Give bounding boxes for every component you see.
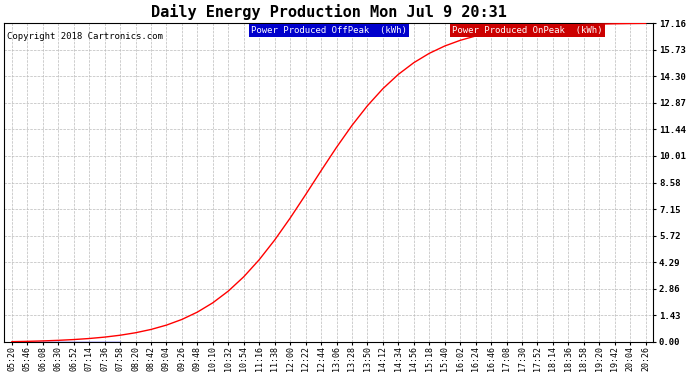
- Text: Power Produced OffPeak  (kWh): Power Produced OffPeak (kWh): [251, 26, 406, 35]
- Text: Power Produced OnPeak  (kWh): Power Produced OnPeak (kWh): [452, 26, 602, 35]
- Title: Daily Energy Production Mon Jul 9 20:31: Daily Energy Production Mon Jul 9 20:31: [151, 4, 506, 20]
- Text: Copyright 2018 Cartronics.com: Copyright 2018 Cartronics.com: [8, 32, 164, 41]
